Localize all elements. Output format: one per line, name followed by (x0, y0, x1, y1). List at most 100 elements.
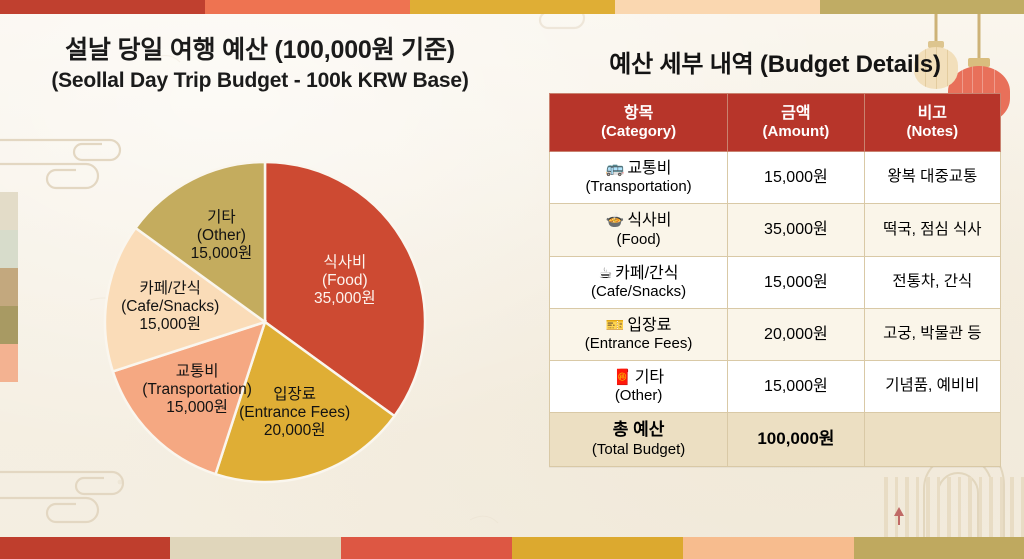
pie-slice-label-amount-2: 15,000원 (166, 398, 228, 416)
table-head: 항목 (Category) 금액 (Amount) 비고 (Notes) (548, 92, 1002, 153)
cell-category: 🧧 기타 (Other) (548, 359, 729, 414)
bus-icon: 🚌 (605, 160, 625, 178)
pie-slice-label-kr-0: 식사비 (323, 254, 367, 272)
coffee-cup-icon: ☕ (598, 264, 613, 282)
color-bar-segment-5 (854, 537, 1024, 559)
color-bar-segment-1 (170, 537, 341, 559)
cell-total-label-kr: 총 예산 (612, 420, 665, 440)
cell-note: 기념품, 예비비 (863, 359, 1002, 414)
lantern-small (910, 0, 962, 110)
pie-slice-1[interactable] (213, 319, 397, 484)
column-header-amount-en: (Amount) (762, 123, 830, 141)
column-header-category: 항목 (Category) (548, 92, 729, 153)
chart-title-korean: 설날 당일 여행 예산 (100,000원 기준) (65, 36, 455, 64)
color-bar-segment-3 (512, 537, 683, 559)
cell-note: 떡국, 점심 식사 (863, 203, 1002, 257)
column-header-notes: 비고 (Notes) (863, 92, 1002, 153)
pie-slice-label-kr-3: 카페/간식 (139, 280, 201, 298)
color-bar-segment-2 (341, 537, 512, 559)
color-bar-segment-0 (0, 0, 205, 14)
table-body: 🚌 교통비 (Transportation) 15,000원 왕복 대중교통 🍲 식사비 (F… (548, 151, 1002, 467)
table-total-row: 총 예산 (Total Budget) 100,000원 (548, 412, 1002, 467)
color-bar-segment-4 (683, 537, 854, 559)
cell-category: 🎫 입장료 (Entrance Fees) (548, 307, 729, 361)
pie-slice-0[interactable] (263, 160, 427, 418)
bottom-color-bar (0, 537, 1024, 559)
cell-category-kr: 교통비 (627, 160, 672, 178)
top-color-bar (0, 0, 1024, 14)
pie-slice-label-kr-1: 입장료 (273, 386, 317, 404)
cell-category-kr: 기타 (634, 368, 665, 386)
table-panel: 예산 세부 내역 (Budget Details) 항목 (Category) … (540, 14, 1010, 467)
cell-category-en: (Transportation) (585, 178, 692, 196)
tiny-figure-icon (894, 507, 904, 525)
cell-amount: 35,000원 (727, 203, 865, 257)
column-header-amount: 금액 (Amount) (727, 92, 865, 153)
chart-panel: 설날 당일 여행 예산 (100,000원 기준) (Seollal Day T… (0, 14, 520, 537)
column-header-category-kr: 항목 (623, 105, 654, 122)
budget-details-table: 항목 (Category) 금액 (Amount) 비고 (Notes) 🚌 교통… (548, 92, 1002, 467)
cell-amount: 15,000원 (727, 255, 865, 309)
pie-chart-svg (103, 160, 427, 484)
cell-note: 왕복 대중교통 (863, 151, 1002, 205)
table-title: 예산 세부 내역 (Budget Details) (609, 51, 941, 78)
decor-swatch-0 (0, 192, 18, 230)
decor-swatch-4 (0, 344, 18, 382)
pie-slice-label-en-3: (Cafe/Snacks) (121, 297, 220, 315)
ticket-icon: 🎫 (605, 316, 625, 334)
pie-slice-label-en-4: (Other) (196, 227, 246, 245)
cell-amount: 15,000원 (727, 151, 865, 205)
decor-swatch-strip (0, 192, 18, 382)
column-header-category-en: (Category) (601, 123, 677, 141)
pie-slice-label-amount-1: 20,000원 (263, 422, 326, 440)
cell-category-kr: 입장료 (627, 316, 672, 334)
cell-total-label: 총 예산 (Total Budget) (548, 412, 729, 467)
cell-category-en: (Food) (616, 230, 661, 248)
cell-note: 전통차, 간식 (863, 255, 1002, 309)
cell-category-kr: 카페/간식 (615, 264, 679, 282)
pie-slice-label-amount-3: 15,000원 (139, 315, 202, 333)
cloud-motif-top-left (0, 138, 122, 190)
table-row[interactable]: ☕ 카페/간식 (Cafe/Snacks) 15,000원 전통차, 간식 (548, 255, 1002, 309)
pie-slice-label-en-1: (Entrance Fees) (239, 404, 351, 422)
cell-amount: 15,000원 (727, 359, 865, 414)
fence-motif (884, 477, 1024, 537)
pie-slice-label-4: 기타 (Other) 15,000원 (191, 210, 253, 264)
cell-category: ☕ 카페/간식 (Cafe/Snacks) (548, 255, 729, 309)
color-bar-segment-3 (615, 0, 820, 14)
cell-note: 고궁, 박물관 등 (863, 307, 1002, 361)
table-row[interactable]: 🧧 기타 (Other) 15,000원 기념품, 예비비 (548, 359, 1002, 414)
table-row[interactable]: 🚌 교통비 (Transportation) 15,000원 왕복 대중교통 (548, 151, 1002, 205)
pie-slice-label-kr-2: 교통비 (175, 362, 219, 380)
cell-total-amount: 100,000원 (727, 412, 865, 467)
pie-slice-label-amount-4: 15,000원 (190, 245, 253, 263)
pie-slice-3[interactable] (103, 226, 268, 374)
decor-swatch-3 (0, 306, 18, 344)
red-envelope-icon: 🧧 (613, 368, 632, 386)
pie-slice-label-2: 교통비 (Transportation) 15,000원 (142, 363, 252, 417)
column-header-notes-en: (Notes) (906, 123, 959, 141)
color-bar-segment-4 (820, 0, 1024, 14)
pie-slice-label-kr-4: 기타 (207, 209, 236, 227)
pie-slice-4[interactable] (133, 160, 267, 325)
table-row[interactable]: 🍲 식사비 (Food) 35,000원 떡국, 점심 식사 (548, 203, 1002, 257)
pie-slice-label-1: 입장료 (Entrance Fees) 20,000원 (239, 386, 350, 440)
cell-category-en: (Other) (614, 387, 663, 405)
decor-swatch-2 (0, 268, 18, 306)
color-bar-segment-1 (205, 0, 410, 14)
decor-swatch-1 (0, 230, 18, 268)
cell-category: 🍲 식사비 (Food) (548, 203, 729, 257)
color-bar-segment-0 (0, 537, 170, 559)
cloud-motif-bottom-left (0, 470, 125, 524)
pie-slice-label-en-0: (Food) (321, 272, 368, 290)
chart-title: 설날 당일 여행 예산 (100,000원 기준) (Seollal Day T… (0, 36, 520, 93)
table-header-row: 항목 (Category) 금액 (Amount) 비고 (Notes) (548, 92, 1002, 153)
cell-total-label-en: (Total Budget) (591, 440, 686, 458)
pie-slice-label-amount-0: 35,000원 (313, 290, 376, 308)
cell-category-kr: 식사비 (627, 212, 672, 230)
cell-category-en: (Cafe/Snacks) (591, 282, 687, 300)
pie-slice-label-3: 카페/간식 (Cafe/Snacks) 15,000원 (121, 280, 219, 334)
table-row[interactable]: 🎫 입장료 (Entrance Fees) 20,000원 고궁, 박물관 등 (548, 307, 1002, 361)
